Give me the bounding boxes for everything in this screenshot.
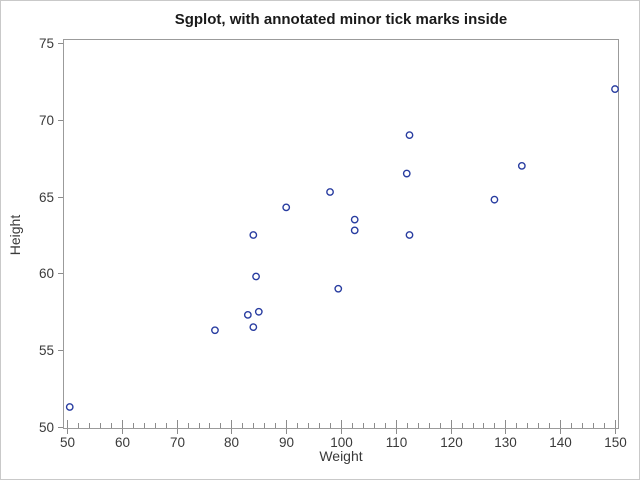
x-tick-label: 150: [604, 435, 627, 450]
data-point: [517, 161, 526, 170]
data-point: [254, 307, 263, 316]
data-point: [252, 272, 260, 281]
x-tick-label: 120: [440, 435, 463, 450]
plot-frame: [63, 39, 619, 429]
data-point: [249, 231, 258, 239]
y-tick-label: 55: [39, 343, 54, 358]
data-point: [249, 323, 258, 332]
data-point: [326, 188, 334, 196]
data-point: [350, 226, 359, 235]
x-axis-label: Weight: [319, 448, 363, 464]
data-point: [243, 310, 252, 319]
x-tick-label: 100: [330, 435, 353, 450]
data-point: [211, 326, 219, 335]
y-tick-label: 75: [39, 36, 54, 51]
x-tick-label: 90: [279, 435, 294, 450]
chart-title: Sgplot, with annotated minor tick marks …: [174, 11, 508, 28]
x-tick-label: 130: [494, 435, 517, 450]
y-tick-label: 65: [39, 190, 54, 205]
y-tick-label: 60: [39, 266, 54, 281]
data-point: [611, 85, 619, 93]
y-tick-label: 50: [39, 420, 54, 435]
data-point: [350, 215, 359, 224]
data-point: [65, 403, 74, 411]
y-tick-label: 70: [39, 113, 54, 128]
data-point: [402, 169, 411, 178]
y-axis-label: Height: [7, 214, 23, 256]
data-point: [405, 231, 414, 239]
data-point: [334, 284, 343, 293]
data-point: [282, 203, 291, 212]
x-tick-label: 110: [386, 435, 408, 450]
x-tick-label: 80: [224, 435, 239, 450]
x-tick-label: 140: [549, 435, 572, 450]
x-tick-label: 60: [115, 435, 130, 450]
data-point: [490, 195, 499, 204]
x-tick-label: 50: [60, 435, 75, 450]
x-tick-label: 70: [170, 435, 185, 450]
data-point: [405, 131, 414, 140]
